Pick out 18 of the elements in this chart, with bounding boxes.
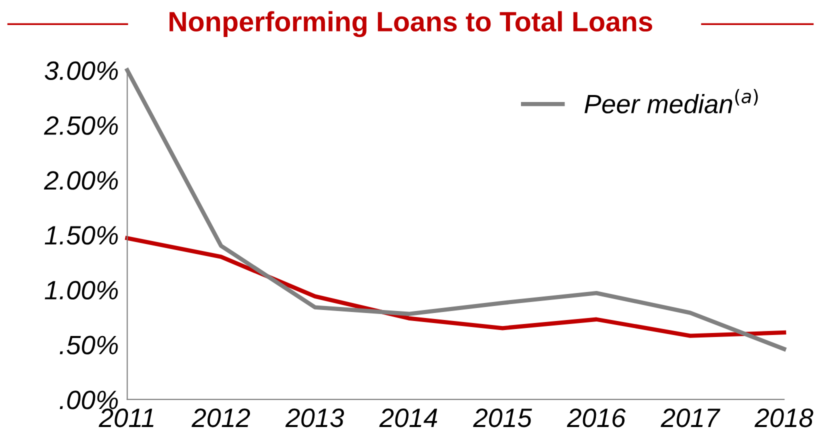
legend-label: Peer median$^{(a)}$: [584, 89, 758, 114]
x-tick-label: 2018: [754, 408, 814, 428]
y-tick-label: .00%: [60, 390, 118, 410]
x-tick-label: 2011: [98, 408, 154, 428]
x-tick-label: 2016: [566, 408, 626, 428]
y-tick-label: 2.50%: [44, 116, 118, 135]
x-tick-label: 2015: [473, 408, 532, 428]
y-tick-label: 3.00%: [44, 61, 118, 80]
y-tick-label: 2.00%: [44, 171, 118, 190]
x-tick-label: 2017: [660, 408, 720, 428]
y-tick-label: .50%: [60, 336, 118, 354]
x-tick-label: 2013: [285, 408, 344, 428]
chart-title: Nonperforming Loans to Total Loans: [170, 11, 652, 38]
x-tick-label: 2012: [192, 408, 250, 428]
y-tick-label: 1.00%: [44, 280, 118, 300]
line-series: [125, 236, 786, 338]
x-tick-label: 2014: [379, 408, 438, 428]
y-tick-label: 1.50%: [44, 226, 118, 245]
